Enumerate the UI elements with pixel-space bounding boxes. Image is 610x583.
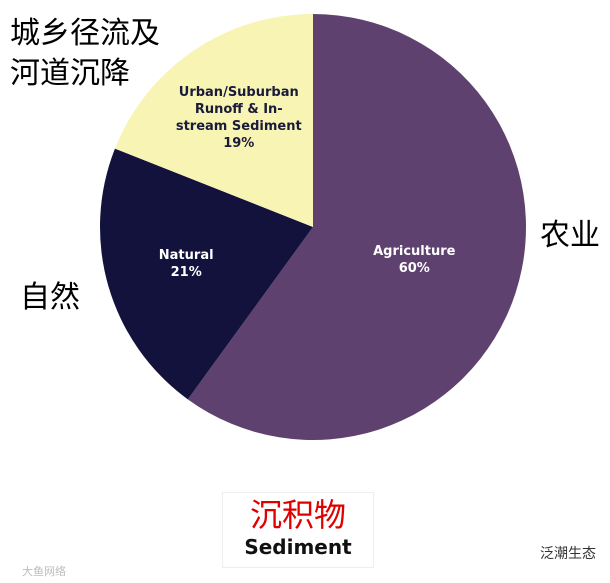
- slice-label: Natural 21%: [119, 247, 254, 281]
- chart-subtitle: Sediment: [244, 535, 352, 559]
- annotation: 城乡径流及河道沉降: [10, 16, 160, 91]
- annotation: 自然: [20, 280, 80, 315]
- pie-slice: [187, 14, 526, 440]
- value-label: 60%: [398, 260, 430, 276]
- slice-label: Urban/Suburban Runoff & In-stream Sedime…: [171, 84, 306, 152]
- category-label: Urban/Suburban Runoff & In-stream Sedime…: [175, 84, 302, 134]
- slice-label: Agriculture 60%: [347, 243, 482, 277]
- annotation: 农业: [540, 218, 600, 253]
- pie-slice: [114, 14, 313, 227]
- value-label: 21%: [170, 264, 202, 280]
- category-label: Agriculture: [373, 243, 456, 259]
- value-label: 19%: [223, 135, 255, 151]
- watermark: 大鱼网络: [22, 565, 66, 578]
- watermark: 泛潮生态: [540, 546, 596, 562]
- category-label: Natural: [158, 247, 214, 263]
- pie-slice: [100, 148, 313, 400]
- chart-title: 沉积物: [249, 496, 346, 534]
- title-box: 沉积物 Sediment: [222, 492, 374, 568]
